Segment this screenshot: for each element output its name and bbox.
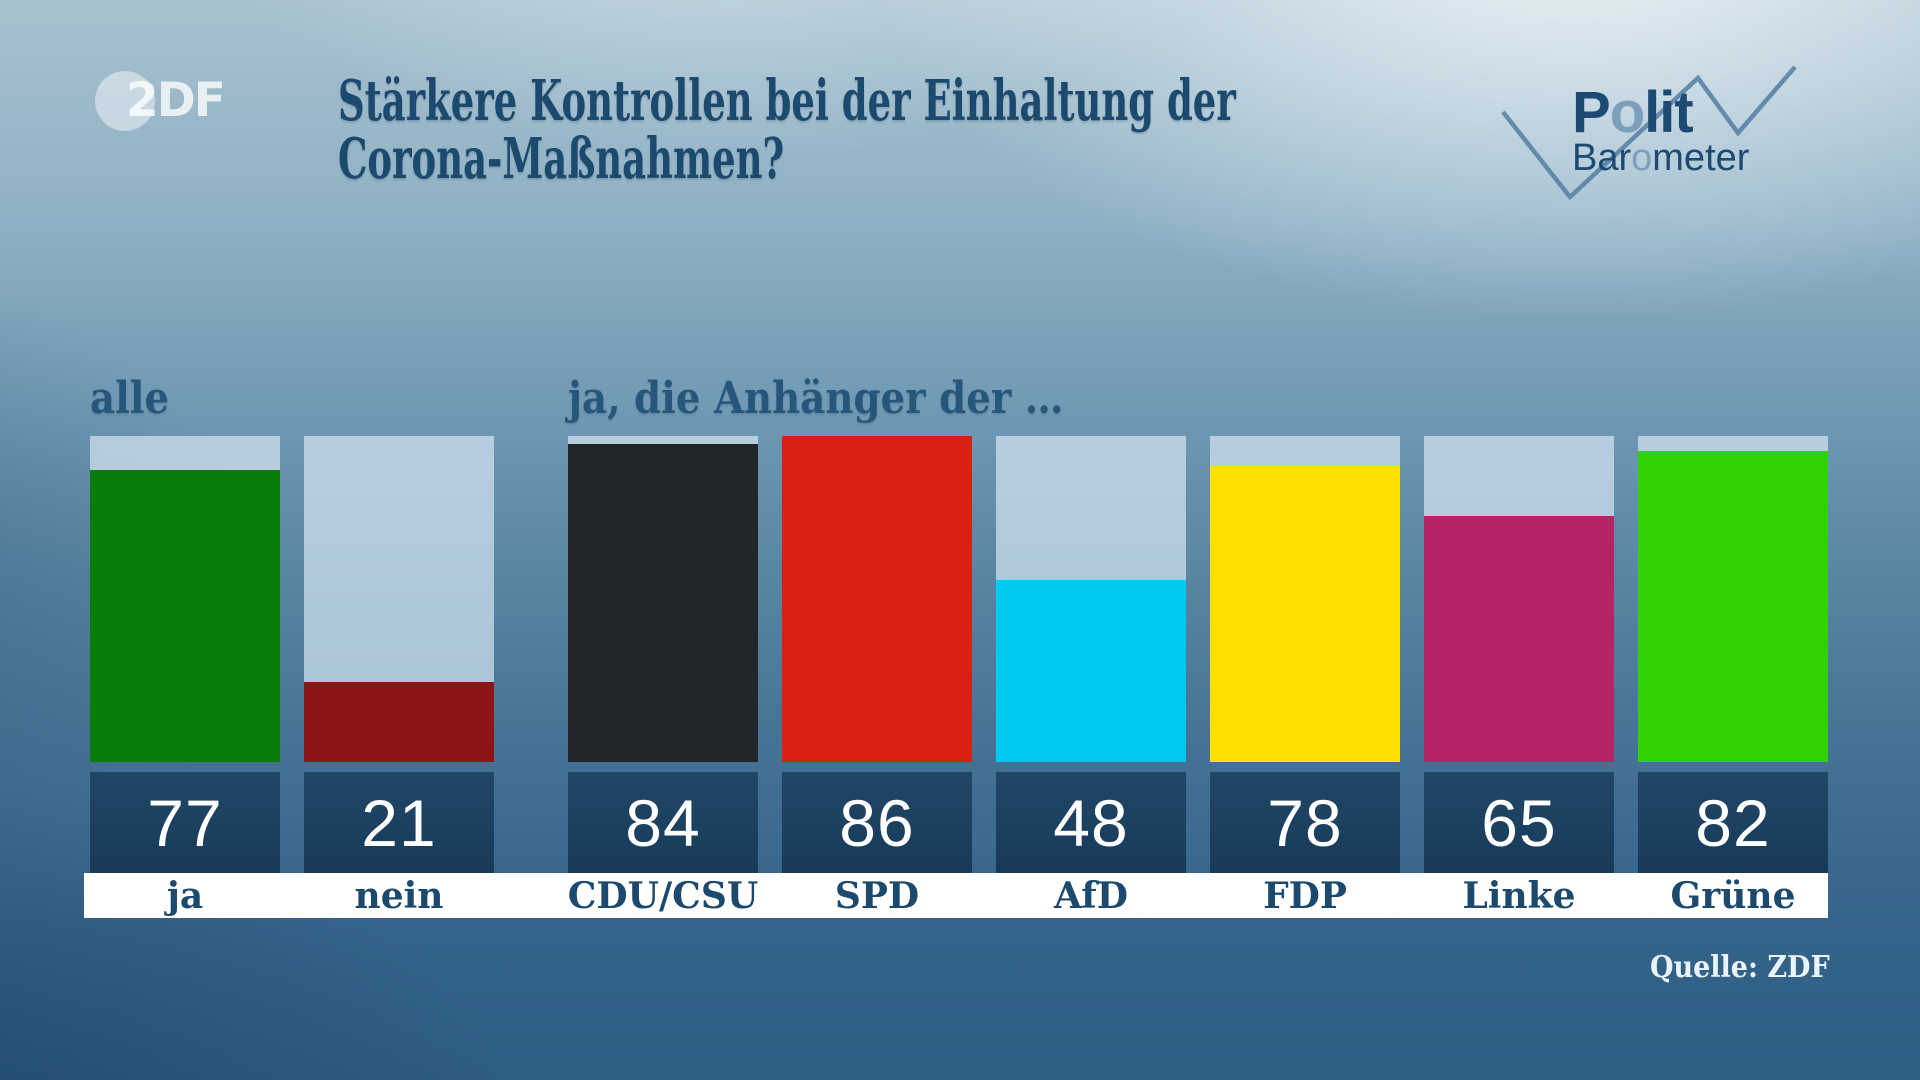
bar-fill-Grüne	[1638, 451, 1828, 762]
title-line-1: Stärkere Kontrollen bei der Einhaltung d…	[338, 68, 1236, 134]
source-label: Quelle: ZDF	[1650, 950, 1830, 985]
zdf-logo-text: 2DF	[126, 73, 226, 128]
bar-value: 84	[625, 785, 701, 860]
value-box-nein: 21	[304, 772, 494, 873]
page-title: Stärkere Kontrollen bei der Einhaltung d…	[338, 72, 1236, 188]
bar-value: 21	[361, 785, 437, 860]
bar-value: 86	[839, 785, 915, 860]
bar-label-AfD: AfD	[1053, 875, 1128, 917]
value-box-Grüne: 82	[1638, 772, 1828, 873]
group-label-alle: alle	[90, 373, 170, 424]
pb-p1: P	[1572, 80, 1611, 145]
bar-column-Linke	[1424, 436, 1614, 762]
bar-fill-Linke	[1424, 516, 1614, 762]
bar-label-Grüne: Grüne	[1670, 875, 1796, 917]
bar-column-SPD	[782, 436, 972, 762]
bar-value: 82	[1695, 785, 1771, 860]
bar-fill-FDP	[1210, 466, 1400, 762]
bar-value: 48	[1053, 785, 1129, 860]
bar-label-nein: nein	[354, 875, 444, 917]
bar-column-ja	[90, 436, 280, 762]
bar-fill-SPD	[782, 436, 972, 762]
bar-label-ja: ja	[166, 875, 204, 917]
value-box-FDP: 78	[1210, 772, 1400, 873]
zdf-logo-circle-icon	[95, 71, 155, 131]
bar-label-CDU/CSU: CDU/CSU	[567, 875, 759, 917]
bar-label-FDP: FDP	[1263, 875, 1347, 917]
bar-label-Linke: Linke	[1462, 875, 1576, 917]
bar-label-SPD: SPD	[834, 875, 920, 917]
bar-value: 78	[1267, 785, 1343, 860]
pb-o2: o	[1631, 137, 1653, 179]
politbarometer-zigzag-icon	[1501, 65, 1797, 201]
zdf-logo: 2DF	[95, 71, 255, 133]
bar-fill-AfD	[996, 580, 1186, 762]
bar-column-CDU/CSU	[568, 436, 758, 762]
category-axis-strip	[84, 873, 1828, 918]
bar-fill-CDU/CSU	[568, 444, 758, 762]
pb-b1: Bar	[1572, 137, 1632, 179]
bar-column-FDP	[1210, 436, 1400, 762]
group-label-anhaenger: ja, die Anhänger der …	[568, 373, 1064, 424]
bar-fill-nein	[304, 682, 494, 762]
politbarometer-logo-barometer: Barometer	[1572, 138, 1749, 178]
politbarometer-logo-polit: Polit	[1572, 84, 1694, 142]
bar-fill-ja	[90, 470, 280, 762]
pb-b2: meter	[1652, 137, 1750, 179]
title-line-2: Corona-Maßnahmen?	[338, 126, 785, 192]
bar-value: 77	[147, 785, 223, 860]
bar-column-Grüne	[1638, 436, 1828, 762]
value-box-ja: 77	[90, 772, 280, 873]
pb-o1: o	[1609, 80, 1645, 145]
value-box-AfD: 48	[996, 772, 1186, 873]
value-box-CDU/CSU: 84	[568, 772, 758, 873]
value-box-SPD: 86	[782, 772, 972, 873]
bar-column-AfD	[996, 436, 1186, 762]
pb-p2: lit	[1644, 80, 1694, 145]
bar-column-nein	[304, 436, 494, 762]
bar-value: 65	[1481, 785, 1557, 860]
value-box-Linke: 65	[1424, 772, 1614, 873]
